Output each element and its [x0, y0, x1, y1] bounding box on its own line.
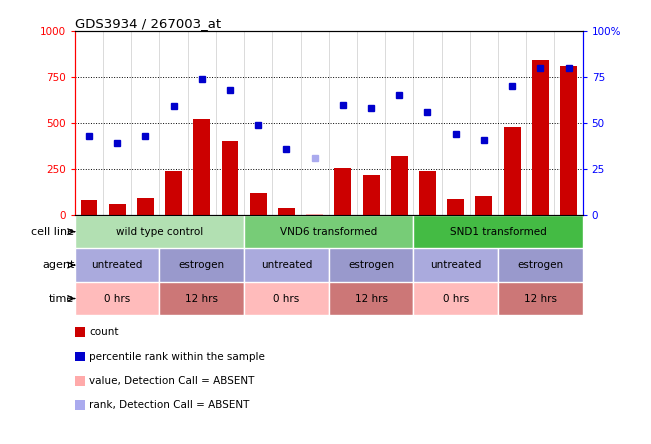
Bar — [75, 215, 244, 248]
Bar — [193, 119, 210, 215]
Bar — [137, 198, 154, 215]
Text: estrogen: estrogen — [179, 260, 225, 270]
Bar — [447, 199, 464, 215]
Bar — [419, 171, 436, 215]
Text: 0 hrs: 0 hrs — [273, 293, 299, 304]
Bar — [329, 282, 413, 315]
Text: 12 hrs: 12 hrs — [355, 293, 387, 304]
Text: untreated: untreated — [430, 260, 481, 270]
Bar — [532, 60, 549, 215]
Text: 12 hrs: 12 hrs — [186, 293, 218, 304]
Text: wild type control: wild type control — [116, 227, 203, 237]
Text: estrogen: estrogen — [518, 260, 563, 270]
Bar — [75, 282, 159, 315]
Bar — [244, 282, 329, 315]
Bar — [278, 208, 295, 215]
Text: 0 hrs: 0 hrs — [104, 293, 130, 304]
Text: rank, Detection Call = ABSENT: rank, Detection Call = ABSENT — [89, 400, 249, 410]
Text: estrogen: estrogen — [348, 260, 394, 270]
Text: untreated: untreated — [261, 260, 312, 270]
Bar — [159, 282, 244, 315]
Text: cell line: cell line — [31, 227, 74, 237]
Bar — [498, 282, 583, 315]
Bar — [391, 156, 408, 215]
Text: VND6 transformed: VND6 transformed — [280, 227, 378, 237]
Bar — [244, 248, 329, 282]
Bar — [413, 282, 498, 315]
Bar — [363, 175, 380, 215]
Text: GDS3934 / 267003_at: GDS3934 / 267003_at — [75, 17, 221, 30]
Text: SND1 transformed: SND1 transformed — [450, 227, 546, 237]
Bar — [250, 193, 267, 215]
Bar — [159, 248, 244, 282]
Bar — [504, 127, 521, 215]
Bar — [475, 196, 492, 215]
Bar — [498, 248, 583, 282]
Bar — [221, 141, 238, 215]
Text: 12 hrs: 12 hrs — [524, 293, 557, 304]
Bar — [413, 215, 583, 248]
Text: percentile rank within the sample: percentile rank within the sample — [89, 352, 265, 361]
Text: untreated: untreated — [92, 260, 143, 270]
Bar — [109, 204, 126, 215]
Bar — [81, 200, 98, 215]
Bar — [75, 248, 159, 282]
Text: count: count — [89, 327, 118, 337]
Text: time: time — [49, 293, 74, 304]
Bar — [244, 215, 413, 248]
Text: 0 hrs: 0 hrs — [443, 293, 469, 304]
Bar — [335, 168, 352, 215]
Bar — [306, 214, 323, 215]
Bar — [413, 248, 498, 282]
Bar — [329, 248, 413, 282]
Bar — [560, 66, 577, 215]
Text: value, Detection Call = ABSENT: value, Detection Call = ABSENT — [89, 376, 255, 386]
Text: agent: agent — [42, 260, 74, 270]
Bar — [165, 171, 182, 215]
